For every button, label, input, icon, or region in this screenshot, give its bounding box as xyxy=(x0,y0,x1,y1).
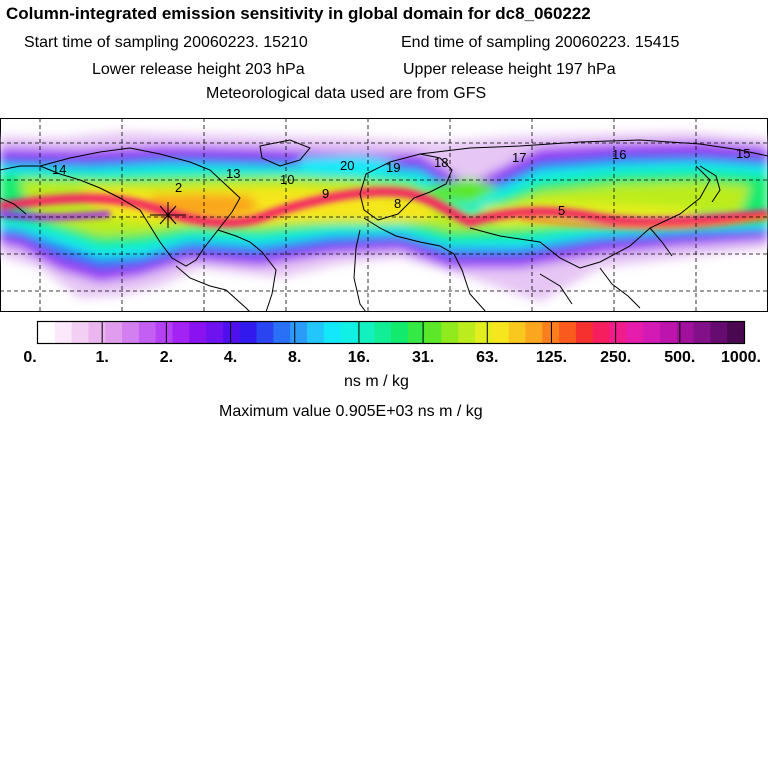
colorbar-tick-label: 125. xyxy=(536,349,567,366)
colorbar-swatch xyxy=(491,322,510,343)
colorbar-swatch xyxy=(626,322,644,343)
colorbar-swatch xyxy=(374,322,392,343)
emission-sensitivity-map: 14 2 13 10 20 19 18 9 8 17 16 15 5 xyxy=(0,118,768,312)
colorbar-swatch xyxy=(659,322,678,343)
colorbar-swatch xyxy=(38,322,56,343)
colorbar-swatch xyxy=(525,322,543,343)
colorbar-swatch xyxy=(273,322,291,343)
colorbar-tick-label: 2. xyxy=(160,349,173,366)
colorbar-swatch xyxy=(508,322,527,343)
colorbar-swatch xyxy=(575,322,594,343)
colorbar-tick-label: 4. xyxy=(224,349,237,366)
colorbar-swatch xyxy=(693,322,711,343)
sensitivity-field xyxy=(0,132,768,302)
colorbar-swatch xyxy=(727,322,745,343)
colorbar-swatch xyxy=(206,322,224,343)
end-time-label: End time of sampling 20060223. 15415 xyxy=(401,34,680,51)
release-location-marker xyxy=(150,202,186,228)
day-label: 14 xyxy=(52,162,66,177)
colorbar-swatch xyxy=(323,322,342,343)
colorbar-swatch xyxy=(676,322,695,343)
colorbar-swatch xyxy=(172,322,190,343)
colorbar-swatch xyxy=(340,322,358,343)
met-data-label: Meteorological data used are from GFS xyxy=(206,85,487,102)
maximum-value-label: Maximum value 0.905E+03 ns m / kg xyxy=(219,403,483,420)
colorbar-ticks: 0. 1. 2. 4. 8. 16. 31. 63. 125. 250. 500. 1000. xyxy=(23,322,761,366)
colorbar-units: ns m / kg xyxy=(344,373,409,390)
colorbar: 0. 1. 2. 4. 8. 16. 31. 63. 125. 250. 500. 1000. xyxy=(23,320,761,366)
colorbar-swatch xyxy=(475,322,493,343)
colorbar-frame xyxy=(36,320,746,345)
colorbar-swatch xyxy=(458,322,476,343)
colorbar-tick-label: 63. xyxy=(476,349,498,366)
day-label: 19 xyxy=(386,160,400,175)
colorbar-swatch xyxy=(256,322,274,343)
colorbar-tick-label: 31. xyxy=(412,349,434,366)
colorbar-swatch xyxy=(643,322,661,343)
colorbar-swatches xyxy=(38,322,745,343)
colorbar-swatch xyxy=(407,322,426,343)
colorbar-swatch xyxy=(424,322,443,343)
lower-release-height-label: Lower release height 203 hPa xyxy=(92,61,305,78)
start-time-label: Start time of sampling 20060223. 15210 xyxy=(24,34,308,51)
colorbar-tick-label: 16. xyxy=(348,349,370,366)
colorbar-tick-label: 1. xyxy=(96,349,109,366)
colorbar-tick-label: 8. xyxy=(288,349,301,366)
day-label: 8 xyxy=(394,196,401,211)
grid-lines xyxy=(0,118,768,312)
day-label: 17 xyxy=(512,150,526,165)
colorbar-swatch xyxy=(239,322,258,343)
colorbar-swatch xyxy=(222,322,241,343)
colorbar-tick-label: 1000. xyxy=(721,349,761,366)
colorbar-swatch xyxy=(357,322,375,343)
day-label: 10 xyxy=(280,172,294,187)
day-label: 15 xyxy=(736,146,750,161)
colorbar-swatch xyxy=(559,322,577,343)
day-label: 18 xyxy=(434,155,448,170)
colorbar-swatch xyxy=(441,322,459,343)
colorbar-swatch xyxy=(54,322,73,343)
day-label: 20 xyxy=(340,158,354,173)
day-label: 2 xyxy=(175,180,182,195)
colorbar-swatch xyxy=(105,322,123,343)
day-label: 5 xyxy=(558,203,565,218)
day-label: 9 xyxy=(322,186,329,201)
colorbar-swatch xyxy=(138,322,157,343)
colorbar-swatch xyxy=(710,322,728,343)
day-label: 13 xyxy=(226,166,240,181)
colorbar-tick-label: 0. xyxy=(23,349,36,366)
colorbar-swatch xyxy=(609,322,627,343)
coastlines xyxy=(0,139,768,312)
colorbar-swatch xyxy=(592,322,611,343)
map-title: Column-integrated emission sensitivity i… xyxy=(6,4,591,23)
colorbar-swatch xyxy=(391,322,409,343)
colorbar-tick-label: 500. xyxy=(664,349,695,366)
colorbar-swatch xyxy=(155,322,174,343)
colorbar-tick-label: 250. xyxy=(600,349,631,366)
colorbar-swatch xyxy=(306,322,325,343)
colorbar-swatch xyxy=(290,322,308,343)
colorbar-swatch xyxy=(88,322,106,343)
day-label: 16 xyxy=(612,147,626,162)
colorbar-swatch xyxy=(71,322,90,343)
colorbar-swatch xyxy=(122,322,140,343)
colorbar-swatch xyxy=(189,322,207,343)
upper-release-height-label: Upper release height 197 hPa xyxy=(403,61,616,78)
